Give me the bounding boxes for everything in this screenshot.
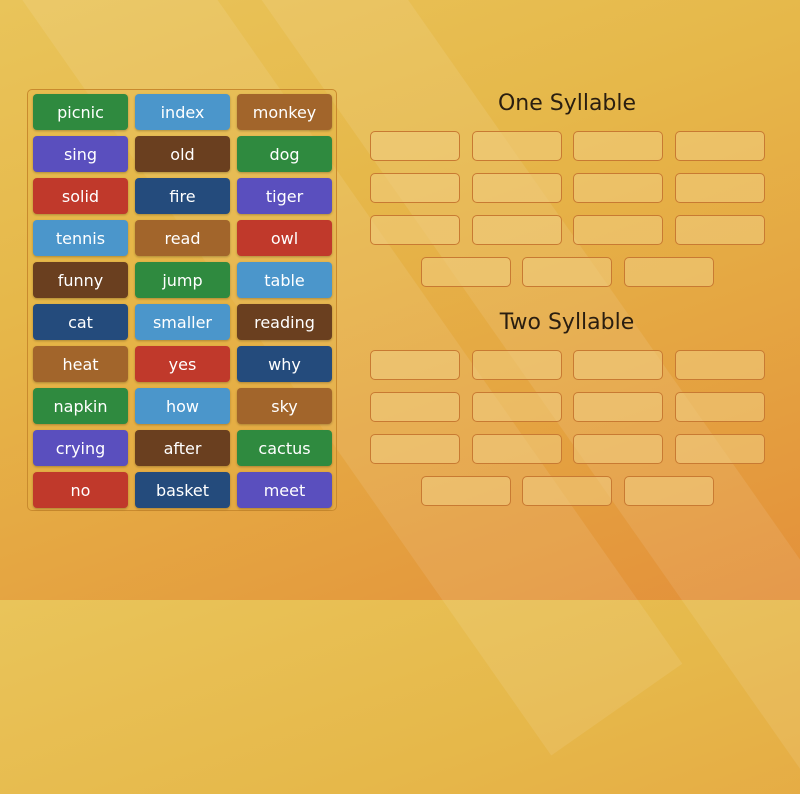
drop-slot[interactable] — [370, 350, 460, 380]
drop-slot[interactable] — [573, 350, 663, 380]
word-tile[interactable]: sing — [33, 136, 128, 172]
drop-slot[interactable] — [472, 215, 562, 245]
word-tile[interactable]: cactus — [237, 430, 332, 466]
drop-slot[interactable] — [522, 476, 612, 506]
word-tile[interactable]: yes — [135, 346, 230, 382]
drop-slot[interactable] — [421, 476, 511, 506]
drop-slot[interactable] — [370, 131, 460, 161]
drop-slot[interactable] — [675, 350, 765, 380]
group-title: One Syllable — [497, 91, 637, 116]
drop-slot[interactable] — [522, 257, 612, 287]
drop-slot[interactable] — [370, 434, 460, 464]
drop-slot[interactable] — [573, 131, 663, 161]
drop-slot[interactable] — [472, 173, 562, 203]
word-tile[interactable]: napkin — [33, 388, 128, 424]
word-tile[interactable]: crying — [33, 430, 128, 466]
word-tile[interactable]: how — [135, 388, 230, 424]
drop-slot[interactable] — [573, 173, 663, 203]
word-tile[interactable]: basket — [135, 472, 230, 508]
word-tile[interactable]: solid — [33, 178, 128, 214]
drop-slot[interactable] — [624, 476, 714, 506]
drop-slot[interactable] — [573, 434, 663, 464]
word-tile[interactable]: why — [237, 346, 332, 382]
drop-slot[interactable] — [675, 434, 765, 464]
drop-slot[interactable] — [370, 173, 460, 203]
word-tile[interactable]: after — [135, 430, 230, 466]
word-tile[interactable]: monkey — [237, 94, 332, 130]
drop-slot[interactable] — [421, 257, 511, 287]
word-tile[interactable]: cat — [33, 304, 128, 340]
drop-slot[interactable] — [675, 173, 765, 203]
word-tile[interactable]: meet — [237, 472, 332, 508]
word-tile[interactable]: tiger — [237, 178, 332, 214]
drop-slot[interactable] — [472, 392, 562, 422]
word-tile[interactable]: index — [135, 94, 230, 130]
group-title: Two Syllable — [499, 310, 635, 335]
word-tile[interactable]: smaller — [135, 304, 230, 340]
drop-slot[interactable] — [370, 215, 460, 245]
word-tile[interactable]: read — [135, 220, 230, 256]
drop-slot[interactable] — [573, 392, 663, 422]
word-tile[interactable]: fire — [135, 178, 230, 214]
drop-slot[interactable] — [472, 350, 562, 380]
word-tile[interactable]: sky — [237, 388, 332, 424]
word-tile[interactable]: reading — [237, 304, 332, 340]
word-tile[interactable]: jump — [135, 262, 230, 298]
word-tile[interactable]: heat — [33, 346, 128, 382]
drop-slot[interactable] — [675, 131, 765, 161]
word-tile[interactable]: tennis — [33, 220, 128, 256]
drop-slot[interactable] — [472, 131, 562, 161]
drop-slot[interactable] — [472, 434, 562, 464]
word-tile[interactable]: dog — [237, 136, 332, 172]
drop-slot[interactable] — [675, 392, 765, 422]
drop-slot[interactable] — [573, 215, 663, 245]
word-tile[interactable]: old — [135, 136, 230, 172]
word-tile[interactable]: picnic — [33, 94, 128, 130]
drop-slot[interactable] — [370, 392, 460, 422]
drop-slot[interactable] — [624, 257, 714, 287]
word-tile[interactable]: no — [33, 472, 128, 508]
word-tile[interactable]: funny — [33, 262, 128, 298]
word-tile[interactable]: owl — [237, 220, 332, 256]
drop-slot[interactable] — [675, 215, 765, 245]
word-tile[interactable]: table — [237, 262, 332, 298]
